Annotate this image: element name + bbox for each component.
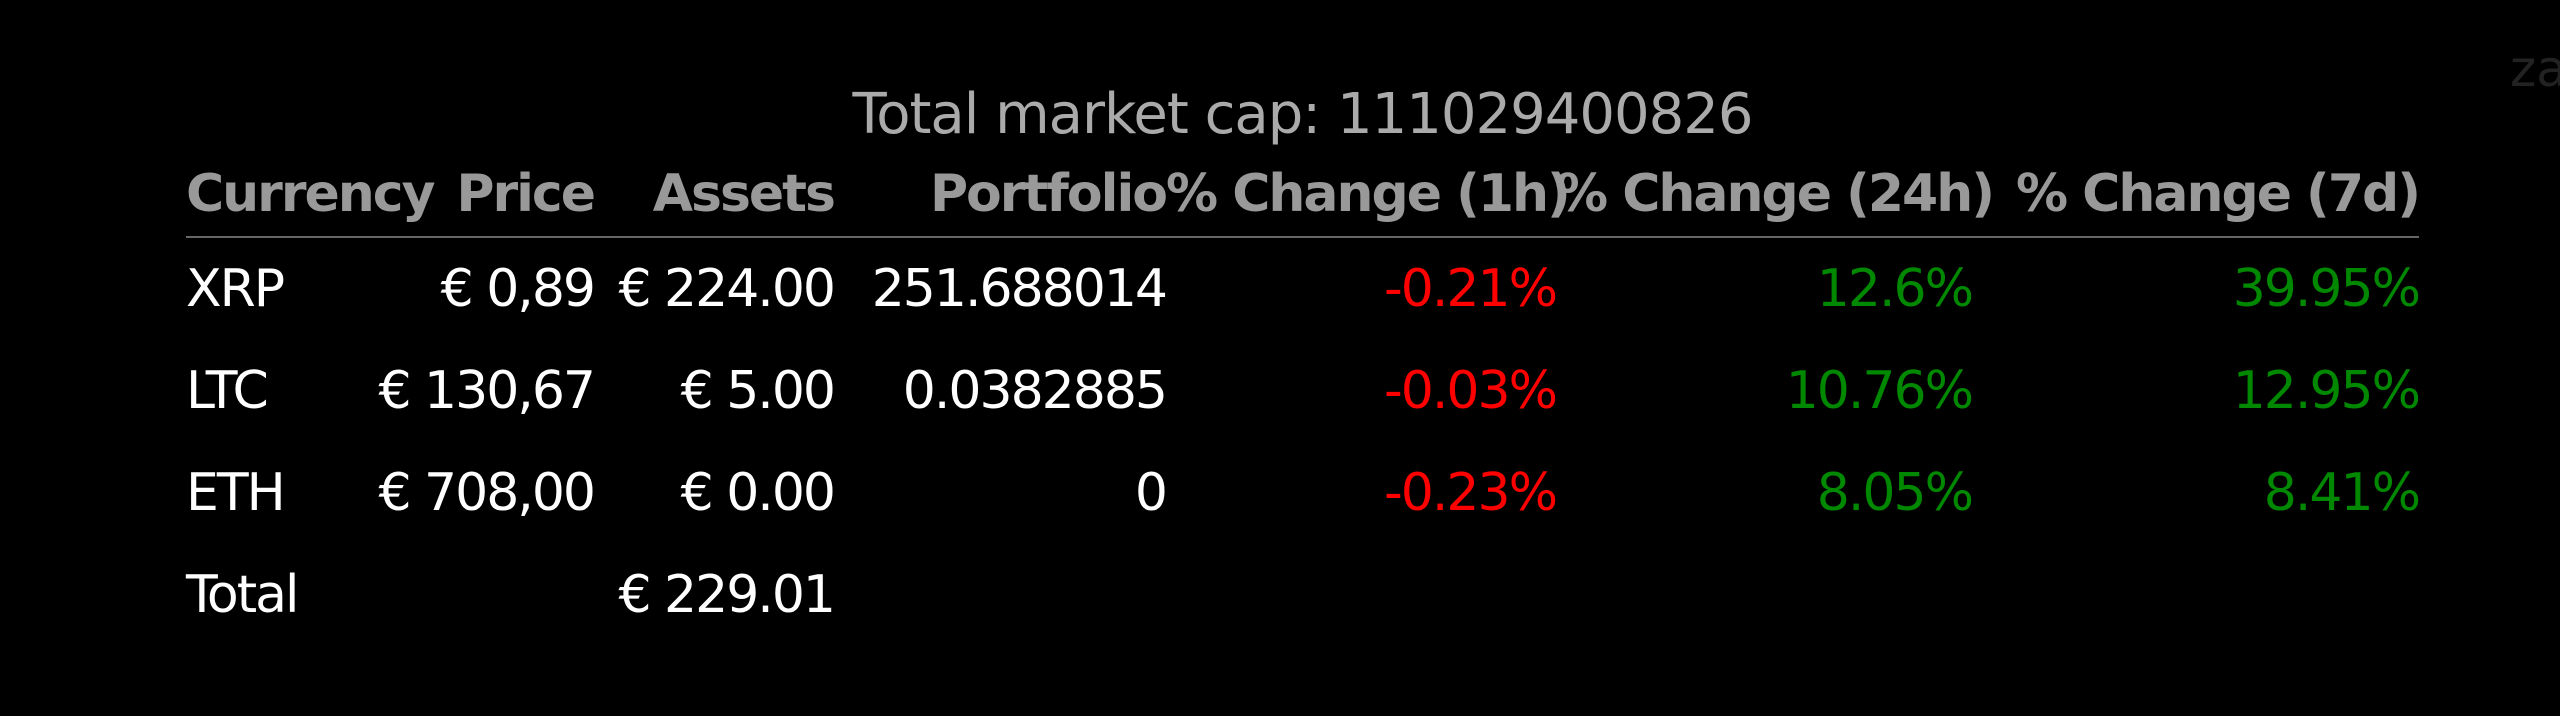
header-portfolio: Portfolio: [834, 152, 1168, 238]
cell-total-assets: € 229.01: [618, 565, 836, 625]
table-row-total: Total € 229.01: [186, 544, 2419, 646]
cell-empty: [834, 544, 1166, 646]
table-row-eth: ETH € 708,00 € 0.00 0 -0.23% 8.05% 8.41%: [186, 442, 2421, 544]
cell-portfolio: 0.0382885: [902, 361, 1168, 421]
table-row-xrp: XRP € 0,89 € 224.00 251.688014 -0.21% 12…: [186, 237, 2421, 340]
total-market-cap: Total market cap: 111029400826: [852, 82, 1754, 147]
cell-assets: € 5.00: [680, 361, 836, 421]
cell-portfolio: 251.688014: [871, 259, 1168, 319]
cell-change-24h: 8.05%: [1816, 463, 1974, 523]
header-currency: Currency: [186, 152, 435, 238]
cell-currency: LTC: [186, 361, 269, 421]
cell-change-24h: 10.76%: [1785, 361, 1974, 421]
table-row-ltc: LTC € 130,67 € 5.00 0.0382885 -0.03% 10.…: [186, 340, 2421, 442]
crypto-portfolio-widget: Total market cap: 111029400826 Currency …: [186, 78, 2421, 646]
cell-change-1h: -0.23%: [1384, 463, 1558, 523]
header-change-24h: % Change (24h): [1556, 152, 1995, 238]
cell-assets: € 0.00: [680, 463, 836, 523]
cell-change-7d: 8.41%: [2263, 463, 2421, 523]
cell-change-7d: 39.95%: [2232, 259, 2421, 319]
cell-empty: [1166, 544, 1556, 646]
cell-price: € 0,89: [440, 259, 596, 319]
clipped-adjacent-text: n za: [2500, 40, 2560, 98]
cell-empty: [1556, 544, 1972, 646]
header-change-7d: % Change (7d): [1972, 152, 2421, 238]
cell-empty: [358, 544, 594, 646]
cell-portfolio: 0: [1134, 463, 1168, 523]
cell-change-1h: -0.03%: [1384, 361, 1558, 421]
cell-empty: [1972, 544, 2419, 646]
header-change-1h: % Change (1h): [1166, 152, 1571, 238]
cell-change-24h: 12.6%: [1816, 259, 1974, 319]
portfolio-table: Currency Price Assets Portfolio % Change…: [186, 152, 2421, 646]
clipped-text-line-2: za: [2510, 40, 2560, 98]
cell-assets: € 224.00: [618, 259, 836, 319]
cell-currency: ETH: [186, 463, 286, 523]
table-header-row: Currency Price Assets Portfolio % Change…: [186, 152, 2421, 238]
header-price: Price: [358, 152, 596, 238]
cell-total-label: Total: [186, 565, 299, 625]
cell-price: € 708,00: [378, 463, 596, 523]
cell-change-7d: 12.95%: [2232, 361, 2421, 421]
cell-change-1h: -0.21%: [1384, 259, 1558, 319]
header-assets: Assets: [594, 152, 836, 238]
cell-price: € 130,67: [378, 361, 596, 421]
cell-currency: XRP: [186, 259, 285, 319]
